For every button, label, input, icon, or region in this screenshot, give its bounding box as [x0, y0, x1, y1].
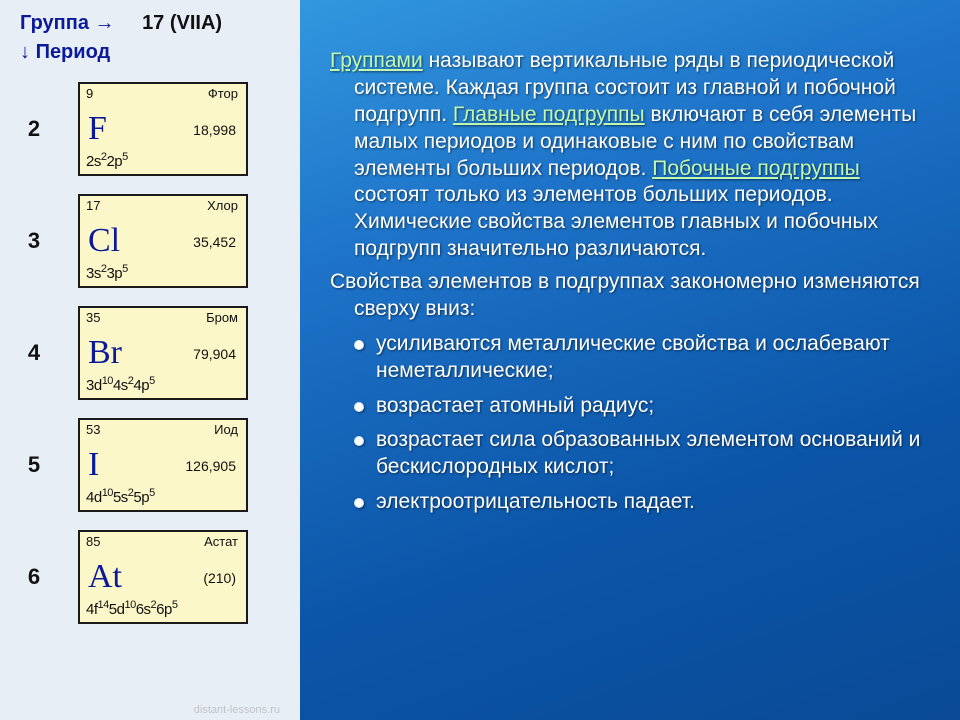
element-symbol: At	[88, 558, 122, 596]
element-cell: 85 Астат At (210) 4f145d106s26p5	[78, 530, 248, 624]
element-name: Хлор	[207, 198, 238, 213]
period-row: 4 35 Бром Br 79,904 3d104s24p5	[20, 306, 286, 400]
period-number: 2	[20, 116, 48, 142]
keyword-side-subgroups: Побочные подгруппы	[652, 157, 859, 180]
group-header: Группа → 17 (VIIA)	[20, 12, 286, 35]
period-number: 3	[20, 228, 48, 254]
atomic-mass: (210)	[203, 570, 236, 586]
elements-column: 2 9 Фтор F 18,998 2s22p5 3 17 Хлор Cl 35,452 3s23p5…	[20, 82, 286, 624]
period-label: Период	[36, 41, 111, 63]
period-row: 3 17 Хлор Cl 35,452 3s23p5	[20, 194, 286, 288]
atomic-mass: 35,452	[193, 234, 236, 250]
properties-list: усиливаются металлические свойства и осл…	[336, 331, 938, 516]
keyword-main-subgroups: Главные подгруппы	[453, 103, 645, 126]
atomic-mass: 18,998	[193, 122, 236, 138]
period-row: 5 53 Иод I 126,905 4d105s25p5	[20, 418, 286, 512]
period-row: 6 85 Астат At (210) 4f145d106s26p5	[20, 530, 286, 624]
atomic-number: 9	[86, 86, 93, 101]
electron-config: 3s23p5	[86, 263, 128, 282]
atomic-number: 17	[86, 198, 100, 213]
text-panel: Группами называют вертикальные ряды в пе…	[300, 0, 960, 720]
period-number: 6	[20, 564, 48, 590]
element-symbol: I	[88, 446, 99, 484]
arrow-down-icon: ↓	[20, 41, 36, 63]
electron-config: 2s22p5	[86, 151, 128, 170]
electron-config: 3d104s24p5	[86, 375, 155, 394]
atomic-number: 53	[86, 422, 100, 437]
element-symbol: Cl	[88, 222, 120, 260]
arrow-right-icon: →	[95, 12, 115, 34]
element-cell: 17 Хлор Cl 35,452 3s23p5	[78, 194, 248, 288]
atomic-mass: 126,905	[185, 458, 236, 474]
periodic-column-panel: Группа → 17 (VIIA) ↓ Период 2 9 Фтор F 18,99…	[0, 0, 300, 720]
keyword-groups: Группами	[330, 49, 423, 72]
element-symbol: F	[88, 110, 107, 148]
element-cell: 53 Иод I 126,905 4d105s25p5	[78, 418, 248, 512]
period-header: ↓ Период	[20, 41, 286, 64]
slide: Группа → 17 (VIIA) ↓ Период 2 9 Фтор F 18,99…	[0, 0, 960, 720]
group-number: 17 (VIIA)	[142, 12, 222, 34]
watermark: distant-lessons.ru	[194, 704, 280, 716]
paragraph-1: Группами называют вертикальные ряды в пе…	[330, 48, 938, 263]
group-label: Группа	[20, 12, 89, 34]
period-number: 4	[20, 340, 48, 366]
list-item: возрастает атомный радиус;	[354, 393, 938, 420]
electron-config: 4d105s25p5	[86, 487, 155, 506]
atomic-number: 85	[86, 534, 100, 549]
text-1c: состоят только из элементов больших пери…	[354, 183, 878, 260]
period-number: 5	[20, 452, 48, 478]
element-name: Фтор	[208, 86, 238, 101]
paragraph-2: Свойства элементов в подгруппах закономе…	[330, 269, 938, 323]
atomic-mass: 79,904	[193, 346, 236, 362]
element-symbol: Br	[88, 334, 122, 372]
list-item: электроотрицательность падает.	[354, 489, 938, 516]
atomic-number: 35	[86, 310, 100, 325]
list-item: возрастает сила образованных элементом о…	[354, 427, 938, 481]
element-name: Иод	[214, 422, 238, 437]
list-item: усиливаются металлические свойства и осл…	[354, 331, 938, 385]
element-cell: 35 Бром Br 79,904 3d104s24p5	[78, 306, 248, 400]
element-cell: 9 Фтор F 18,998 2s22p5	[78, 82, 248, 176]
period-row: 2 9 Фтор F 18,998 2s22p5	[20, 82, 286, 176]
electron-config: 4f145d106s26p5	[86, 599, 177, 618]
element-name: Бром	[206, 310, 238, 325]
element-name: Астат	[204, 534, 238, 549]
